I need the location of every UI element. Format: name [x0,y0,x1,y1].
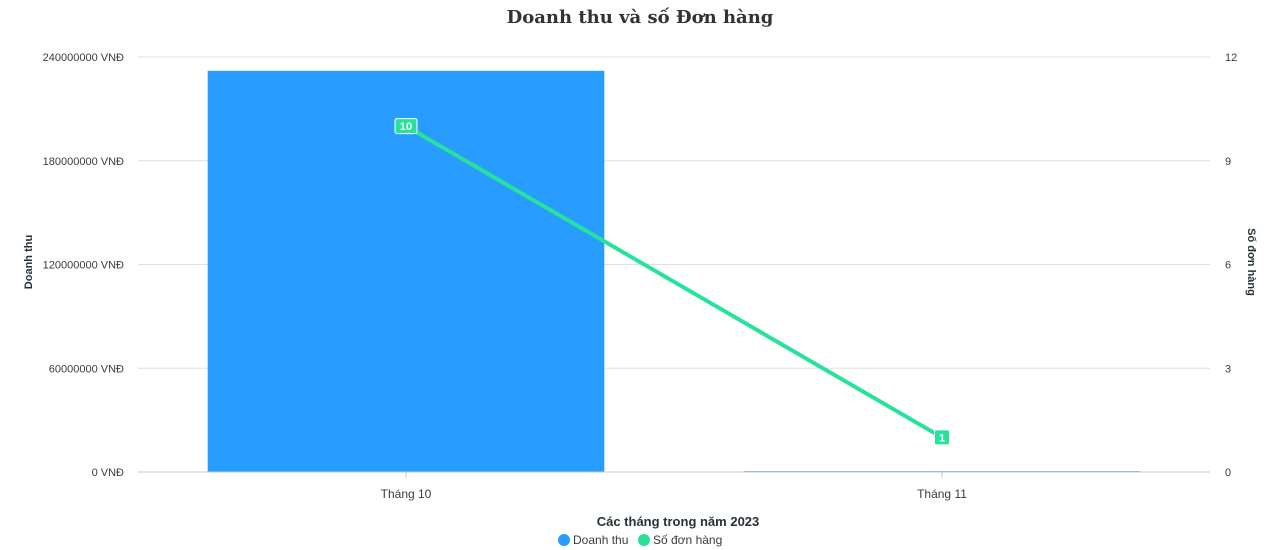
y2-tick-label: 3 [1225,363,1231,375]
legend-label-revenue: Doanh thu [573,533,628,547]
legend-marker-orders [638,534,650,546]
y-tick-label: 180000000 VNĐ [43,156,124,168]
data-labels: 10 1 [394,118,950,446]
orders-line[interactable] [404,124,944,440]
legend-label-orders: Số đơn hàng [653,533,722,547]
x-tick-label: Tháng 10 [381,487,432,501]
x-axis-title: Các tháng trong năm 2023 [597,514,760,529]
y2-tick-label: 9 [1225,156,1231,168]
y2-tick-label: 12 [1225,52,1237,64]
bar-series [207,70,1141,473]
data-label-box [934,429,950,446]
y2-axis-title: Số đơn hàng [1245,228,1257,296]
y-tick-label: 0 VNĐ [92,467,124,479]
y2-tick-label: 0 [1225,467,1231,479]
chart-title: Doanh thu và số Đơn hàng [507,6,774,28]
y-tick-label: 120000000 VNĐ [43,260,124,272]
y-tick-label: 240000000 VNĐ [43,52,124,64]
revenue-bar[interactable] [207,70,605,472]
legend-item-revenue[interactable]: Doanh thu [558,533,628,547]
y2-tick-label: 6 [1225,260,1231,272]
data-label: 1 [939,432,945,444]
data-label-box [394,118,418,135]
legend-marker-revenue [558,534,570,546]
y-tick-label: 60000000 VNĐ [49,363,124,375]
x-tick-label: Tháng 11 [917,487,967,501]
legend-item-orders[interactable]: Số đơn hàng [638,533,722,547]
axes: 0 VNĐ 60000000 VNĐ 120000000 VNĐ 180000000 … [43,52,1238,501]
y-axis-title: Doanh thu [23,235,35,289]
data-label: 10 [400,121,412,133]
line-series [404,124,944,440]
legend: Doanh thu Số đơn hàng [558,533,722,547]
